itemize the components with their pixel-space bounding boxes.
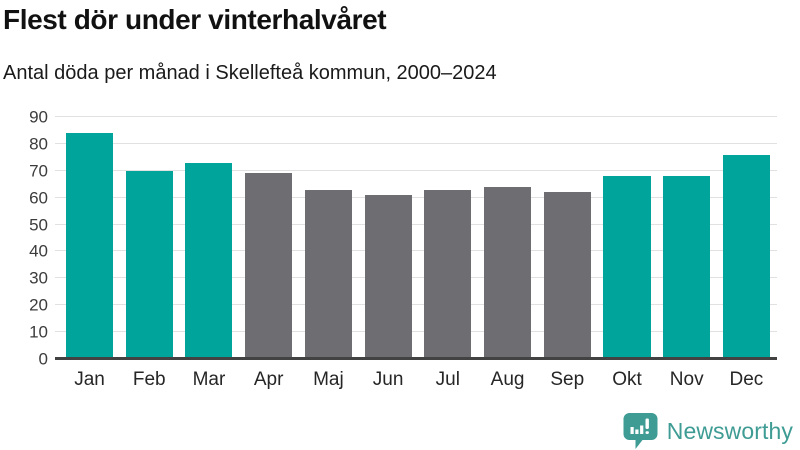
x-tick-label-maj: Maj [313,369,344,390]
chart-title: Flest dör under vinterhalvåret [3,4,387,35]
bar-okt [603,176,651,359]
bar-maj [304,189,352,359]
gridline-30 [55,277,777,279]
y-tick-label-50: 50 [29,215,48,235]
y-tick-label-80: 80 [29,134,48,154]
bar-sep [543,192,591,359]
x-tick-label-okt: Okt [612,369,642,390]
bar-aug [484,186,532,359]
y-tick-label-70: 70 [29,161,48,181]
bar-apr [245,173,293,359]
x-tick-label-jun: Jun [372,369,404,390]
bar-jul [424,189,472,359]
x-tick-label-nov: Nov [669,369,704,390]
y-tick-label-30: 30 [29,268,48,288]
bar-jan [66,133,114,359]
y-tick-label-10: 10 [29,322,48,342]
x-axis: Jan Feb Mar Apr Maj Jun Jul Aug Sep Okt Nov Dec [55,369,777,391]
y-tick-label-60: 60 [29,188,48,208]
bar-dec [722,154,770,359]
brand-footer: Newsworthy [622,412,793,450]
bar-nov [663,176,711,359]
x-tick-label-feb: Feb [132,369,166,390]
x-tick-label-dec: Dec [729,369,764,390]
x-tick-label-jul: Jul [435,369,460,390]
gridline-10 [55,331,777,333]
plot-area [55,116,777,360]
x-axis-line [55,357,777,360]
x-tick-label-sep: Sep [550,369,585,390]
gridline-50 [55,223,777,225]
y-tick-label-20: 20 [29,295,48,315]
gridline-20 [55,304,777,306]
bar-feb [125,170,173,359]
y-tick-label-40: 40 [29,241,48,261]
y-tick-label-0: 0 [38,349,48,369]
gridline-40 [55,250,777,252]
x-tick-label-jan: Jan [74,369,105,390]
x-tick-label-aug: Aug [490,369,525,390]
brand-name: Newsworthy [666,417,793,444]
gridline-60 [55,196,777,198]
bar-jun [364,194,412,359]
y-tick-label-90: 90 [29,107,48,127]
y-axis: 0 10 20 30 40 50 60 70 80 90 [0,109,48,368]
x-tick-label-mar: Mar [192,369,226,390]
chart-subtitle: Antal döda per månad i Skellefteå kommun… [3,62,497,84]
bar-mar [185,162,233,359]
bar-series [55,117,777,359]
gridline-70 [55,169,777,171]
x-tick-label-apr: Apr [253,369,284,390]
gridline-80 [55,142,777,144]
newsworthy-logo-icon [623,413,658,449]
gridline-90 [55,116,777,117]
